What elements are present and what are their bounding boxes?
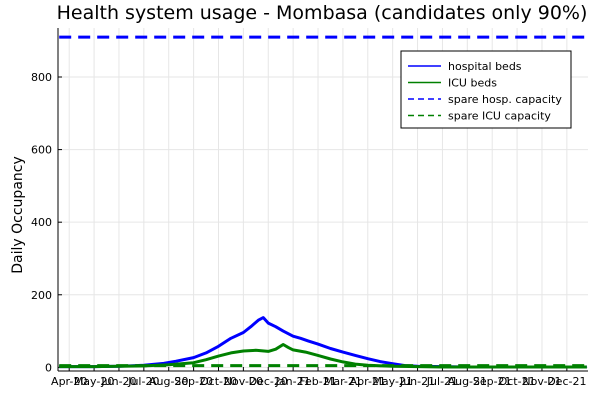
y-tick-label: 200	[31, 289, 52, 302]
series-layer	[59, 35, 587, 369]
legend-label: hospital beds	[448, 60, 522, 73]
series-line-0	[59, 316, 587, 369]
x-tick-label: Aug-21	[448, 375, 487, 388]
x-tick-label: May-21	[372, 375, 413, 388]
x-tick-label: Jul-21	[426, 375, 458, 388]
x-tick-label: Feb-21	[299, 375, 336, 388]
x-tick-label: May-20	[74, 375, 115, 388]
tick-labels: 0200400600800Apr-20May-20Jun-20Jul-20Aug…	[31, 71, 586, 388]
x-tick-label: Jul-20	[127, 375, 159, 388]
grid	[58, 28, 588, 371]
x-tick-label: Jun-20	[100, 375, 136, 388]
y-axis-label: Daily Occupancy	[10, 156, 26, 273]
y-tick-label: 0	[45, 361, 52, 374]
x-tick-label: Sep-20	[174, 375, 213, 388]
x-tick-label: Oct-20	[200, 375, 237, 388]
x-tick-label: Dec-20	[249, 375, 288, 388]
legend-label: spare ICU capacity	[448, 110, 551, 123]
series-line-1	[59, 343, 587, 369]
x-tick-label: Jan-21	[275, 375, 311, 388]
x-tick-label: Oct-21	[499, 375, 536, 388]
x-tick-label: Apr-21	[350, 375, 386, 388]
chart-title: Health system usage - Mombasa (candidate…	[57, 2, 588, 24]
y-tick-label: 400	[31, 216, 52, 229]
x-tick-label: Mar-21	[324, 375, 362, 388]
legend-label: spare hosp. capacity	[448, 93, 562, 106]
y-tick-label: 800	[31, 71, 52, 84]
x-tick-label: Jun-21	[399, 375, 435, 388]
legend-label: ICU beds	[448, 77, 497, 90]
x-tick-label: Sep-21	[473, 375, 512, 388]
legend: hospital beds ICU beds spare hosp. capacit…	[400, 50, 572, 129]
x-tick-label: Apr-20	[51, 375, 87, 388]
x-tick-label: Dec-21	[547, 375, 586, 388]
y-tick-label: 600	[31, 144, 52, 157]
x-tick-label: Aug-20	[149, 375, 188, 388]
x-tick-label: Nov-20	[224, 375, 263, 388]
x-tick-label: Nov-21	[522, 375, 561, 388]
